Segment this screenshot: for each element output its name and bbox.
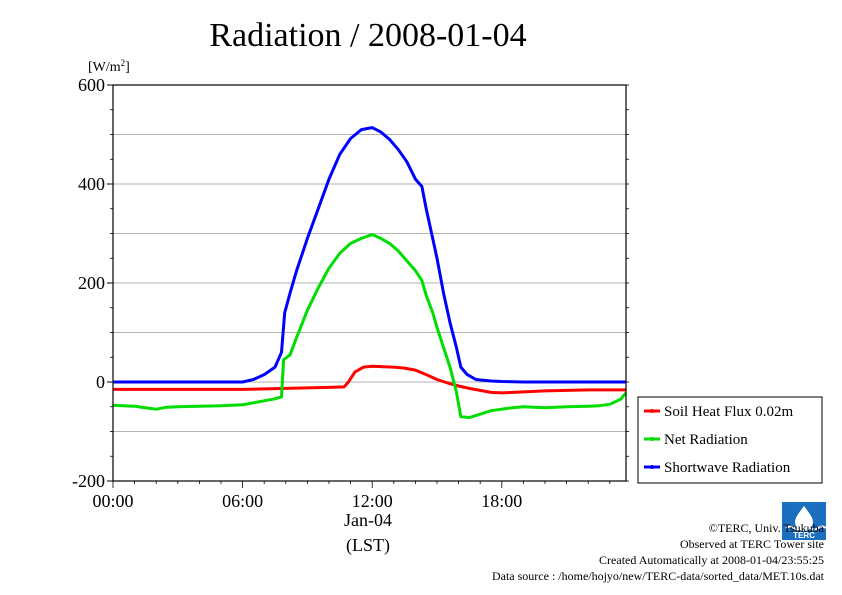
y-tick-label: 400 — [78, 174, 105, 194]
series-group — [112, 126, 628, 420]
y-axis: -200 0 200 400 600 — [72, 75, 629, 491]
legend-box — [637, 396, 823, 484]
y-tick-label: 200 — [78, 273, 105, 293]
y-tick-label: 600 — [78, 75, 105, 95]
legend-marker — [650, 409, 654, 413]
y-axis-unit-end: ] — [125, 60, 130, 75]
credits-created: Created Automatically at 2008-01-04/23:5… — [599, 553, 824, 567]
x-tick-label: 12:00 — [352, 491, 393, 511]
y-tick-label: 0 — [96, 372, 105, 392]
chart-title: Radiation / 2008-01-04 — [209, 17, 526, 54]
y-axis-unit-sup: 2 — [121, 58, 126, 68]
legend-label: Shortwave Radiation — [664, 460, 791, 476]
date-label: Jan-04 — [344, 510, 392, 530]
x-axis: 00:00 06:00 12:00 18:00 — [92, 481, 611, 511]
series-line — [112, 233, 628, 420]
legend-marker — [650, 437, 654, 441]
legend-marker — [650, 465, 654, 469]
legend-label: Soil Heat Flux 0.02m — [664, 404, 794, 420]
series-line — [113, 126, 626, 384]
credits-copyright: ©TERC, Univ. Tsukuba — [708, 521, 824, 535]
y-tick-label: -200 — [72, 471, 105, 491]
x-tick-label: 00:00 — [92, 491, 133, 511]
x-axis-label: (LST) — [346, 535, 390, 556]
y-axis-unit-label: [W/m2] — [88, 58, 130, 75]
y-axis-unit-base: [W/m — [88, 60, 121, 75]
terc-logo-icon: TERC — [782, 502, 826, 540]
series-line — [113, 364, 626, 395]
legend-label: Net Radiation — [664, 432, 748, 448]
grid — [113, 134, 626, 432]
logo-text: TERC — [793, 531, 815, 540]
credits-site: Observed at TERC Tower site — [679, 537, 824, 551]
x-tick-label: 18:00 — [481, 491, 522, 511]
legend: Soil Heat Flux 0.02m Net Radiation Shortwa… — [637, 396, 823, 484]
x-tick-label: 06:00 — [222, 491, 263, 511]
credits-source: Data source : /home/hojyo/new/TERC-data/… — [491, 569, 824, 583]
credits-block: ©TERC, Univ. Tsukuba Observed at TERC To… — [492, 520, 824, 584]
